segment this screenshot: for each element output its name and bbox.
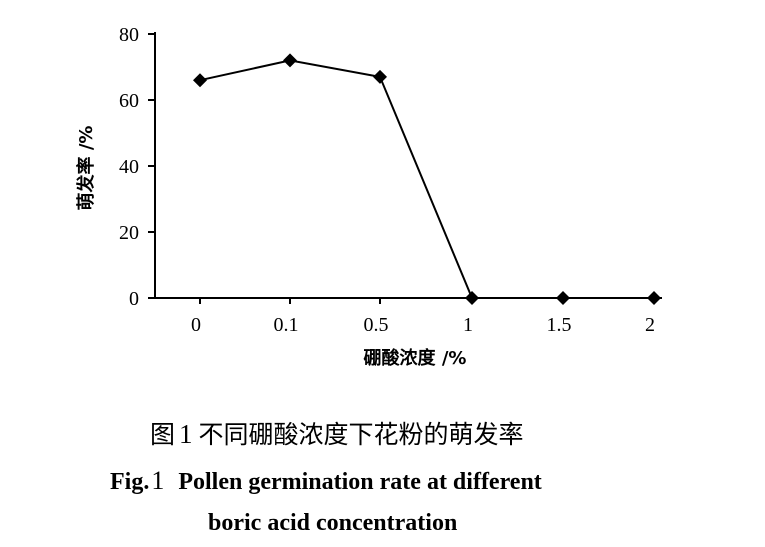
caption-cn-number: 1 (179, 419, 193, 449)
x-tick-label: 0.5 (364, 314, 389, 336)
data-point (193, 73, 207, 88)
x-ticks: 0 0.1 0.5 1 1.5 2 (191, 298, 655, 336)
y-tick-label: 40 (119, 156, 139, 178)
data-point (647, 291, 661, 305)
data-point (283, 53, 297, 68)
x-tick-label: 2 (645, 314, 655, 336)
y-ticks: 0 20 40 60 80 (119, 24, 155, 310)
y-tick-label: 20 (119, 222, 139, 244)
y-tick-label: 80 (119, 24, 139, 46)
data-point (373, 69, 387, 84)
caption-chinese: 图 1 不同硼酸浓度下花粉的萌发率 (150, 415, 524, 451)
caption-english-line2: boric acid concentration (208, 510, 458, 536)
series-line (199, 59, 654, 299)
caption-english-line1: Fig.1 Pollen germination rate at differen… (110, 466, 542, 496)
y-tick-label: 60 (119, 90, 139, 112)
data-point (556, 291, 570, 305)
x-tick-label: 0.1 (274, 314, 299, 336)
caption-en-text: Pollen germination rate at different (178, 469, 542, 495)
x-tick-label: 1 (463, 314, 473, 336)
x-axis-label: 硼酸浓度 /% (364, 347, 467, 369)
x-tick-label: 1.5 (547, 314, 572, 336)
caption-en-prefix: Fig. (110, 469, 150, 495)
data-point (465, 291, 479, 305)
germination-chart: 0 20 40 60 80 0 0.1 0.5 1 1.5 2 硼酸浓度 /% 萌发率 /% (75, 24, 662, 369)
caption-cn-prefix: 图 (150, 420, 176, 449)
chart-axes (154, 32, 662, 299)
x-tick-label: 0 (191, 314, 201, 336)
caption-cn-text: 不同硼酸浓度下花粉的萌发率 (198, 420, 524, 449)
series-group (193, 53, 661, 305)
caption-en-number: 1 (151, 466, 165, 495)
y-tick-label: 0 (129, 288, 139, 310)
y-axis-label: 萌发率 /% (75, 126, 97, 211)
